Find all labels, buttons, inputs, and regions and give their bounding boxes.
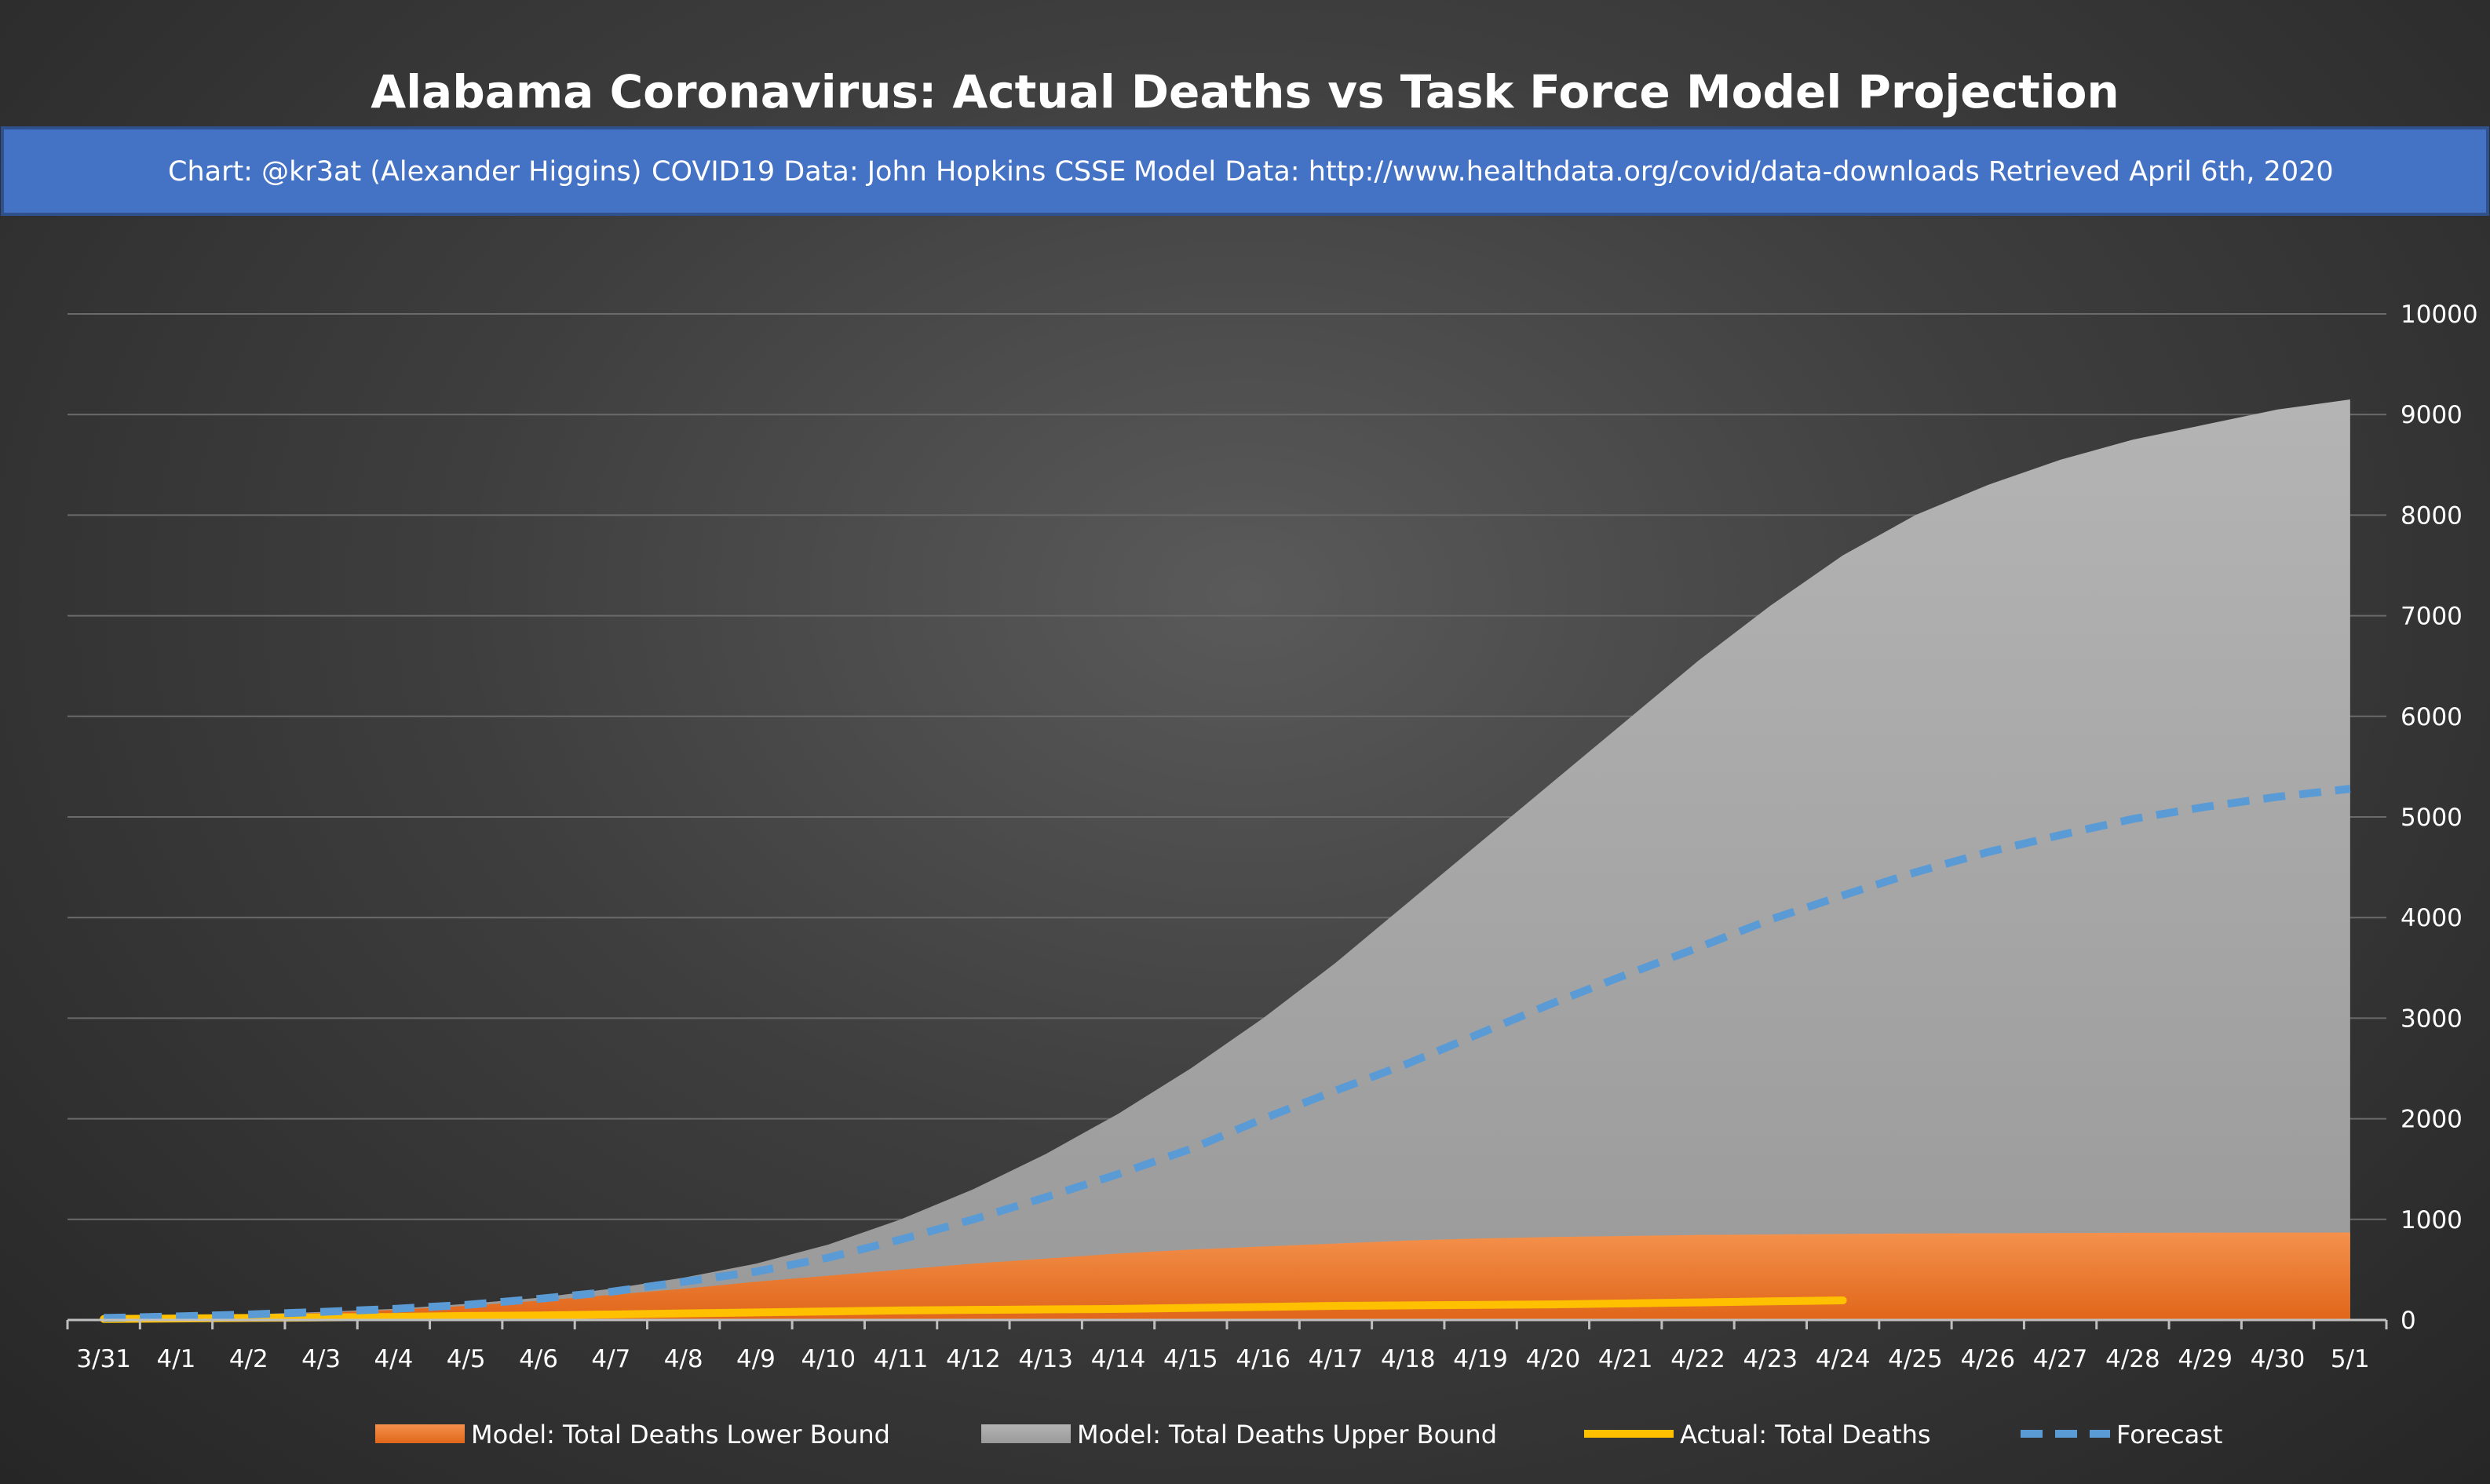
- subtitle-covid-source: COVID19 Data: John Hopkins CSSE: [652, 156, 1126, 188]
- x-tick-label: 4/2: [229, 1345, 268, 1373]
- y-tick-label: 0: [2401, 1307, 2416, 1335]
- subtitle-model-source: Model Data: http://www.healthdata.org/co…: [1134, 156, 2334, 188]
- y-tick-label: 6000: [2401, 703, 2463, 731]
- x-tick-label: 4/14: [1091, 1345, 1146, 1373]
- y-tick-label: 4000: [2401, 904, 2463, 932]
- x-tick-label: 4/12: [946, 1345, 1001, 1373]
- legend-label-forecast: Forecast: [2116, 1420, 2222, 1449]
- x-tick-label: 4/17: [1309, 1345, 1364, 1373]
- legend-item-forecast: Forecast: [2021, 1420, 2222, 1449]
- x-tick-label: 4/18: [1381, 1345, 1436, 1373]
- y-axis-tick-labels: 0 1000 2000 3000 4000 5000 6000 7000 8000 9000 100…: [2401, 301, 2478, 1335]
- y-tick-label: 2000: [2401, 1106, 2463, 1134]
- x-tick-label: 4/15: [1163, 1345, 1218, 1373]
- x-tick-label: 4/5: [447, 1345, 486, 1373]
- forecast-line: [104, 785, 2351, 1322]
- y-tick-label: 8000: [2401, 501, 2463, 530]
- x-tick-label: 4/30: [2251, 1345, 2306, 1373]
- legend: Model: Total Deaths Lower Bound Model: T…: [375, 1420, 2222, 1449]
- x-tick-label: 4/28: [2105, 1345, 2160, 1373]
- actual-deaths-line: [100, 1296, 1847, 1323]
- legend-swatch-upper: [981, 1424, 1071, 1443]
- chart-subtitle: Chart: @kr3at (Alexander Higgins) COVID1…: [168, 156, 2334, 188]
- x-tick-label: 4/22: [1670, 1345, 1725, 1373]
- legend-item-actual: Actual: Total Deaths: [1584, 1420, 1931, 1449]
- x-tick-label: 4/25: [1888, 1345, 1943, 1373]
- x-axis-tick-labels: 3/31 4/1 4/2 4/3 4/4 4/5 4/6 4/7 4/8 4/9 4/10 4/11 4…: [66, 1320, 2388, 1373]
- x-tick-label: 4/29: [2178, 1345, 2233, 1373]
- y-tick-label: 7000: [2401, 603, 2463, 631]
- x-tick-label: 4/7: [591, 1345, 630, 1373]
- chart-title: Alabama Coronavirus: Actual Deaths vs Ta…: [371, 65, 2119, 119]
- legend-label-lower: Model: Total Deaths Lower Bound: [471, 1420, 890, 1449]
- y-tick-label: 9000: [2401, 401, 2463, 429]
- x-tick-label: 4/1: [157, 1345, 196, 1373]
- x-tick-label: 4/21: [1598, 1345, 1653, 1373]
- legend-label-actual: Actual: Total Deaths: [1680, 1420, 1931, 1449]
- x-tick-label: 4/8: [664, 1345, 703, 1373]
- y-tick-label: 10000: [2401, 301, 2478, 329]
- upper-bound-area: [104, 399, 2350, 1321]
- legend-item-upper-bound: Model: Total Deaths Upper Bound: [981, 1420, 1497, 1449]
- y-tick-label: 5000: [2401, 804, 2463, 832]
- x-tick-label: 4/24: [1816, 1345, 1871, 1373]
- legend-label-upper: Model: Total Deaths Upper Bound: [1077, 1420, 1497, 1449]
- x-tick-label: 4/27: [2033, 1345, 2088, 1373]
- x-tick-label: 4/6: [519, 1345, 558, 1373]
- x-tick-label: 4/16: [1236, 1345, 1291, 1373]
- x-tick-label: 4/19: [1453, 1345, 1508, 1373]
- x-tick-label: 4/10: [801, 1345, 856, 1373]
- x-tick-label: 4/3: [301, 1345, 341, 1373]
- x-tick-label: 4/11: [874, 1345, 929, 1373]
- x-tick-label: 4/13: [1018, 1345, 1073, 1373]
- subtitle-banner: [1, 126, 2489, 216]
- x-tick-label: 4/4: [374, 1345, 413, 1373]
- x-tick-label: 4/9: [736, 1345, 776, 1373]
- x-tick-label: 4/26: [1960, 1345, 2015, 1373]
- y-tick-label: 3000: [2401, 1005, 2463, 1033]
- y-tick-label: 1000: [2401, 1206, 2463, 1234]
- x-tick-label: 4/23: [1743, 1345, 1798, 1373]
- x-tick-label: 4/20: [1526, 1345, 1581, 1373]
- subtitle-credit: Chart: @kr3at (Alexander Higgins): [168, 156, 641, 188]
- legend-item-lower-bound: Model: Total Deaths Lower Bound: [375, 1420, 890, 1449]
- x-tick-label: 5/1: [2331, 1345, 2370, 1373]
- legend-swatch-lower: [375, 1424, 465, 1443]
- x-tick-label: 3/31: [76, 1345, 131, 1373]
